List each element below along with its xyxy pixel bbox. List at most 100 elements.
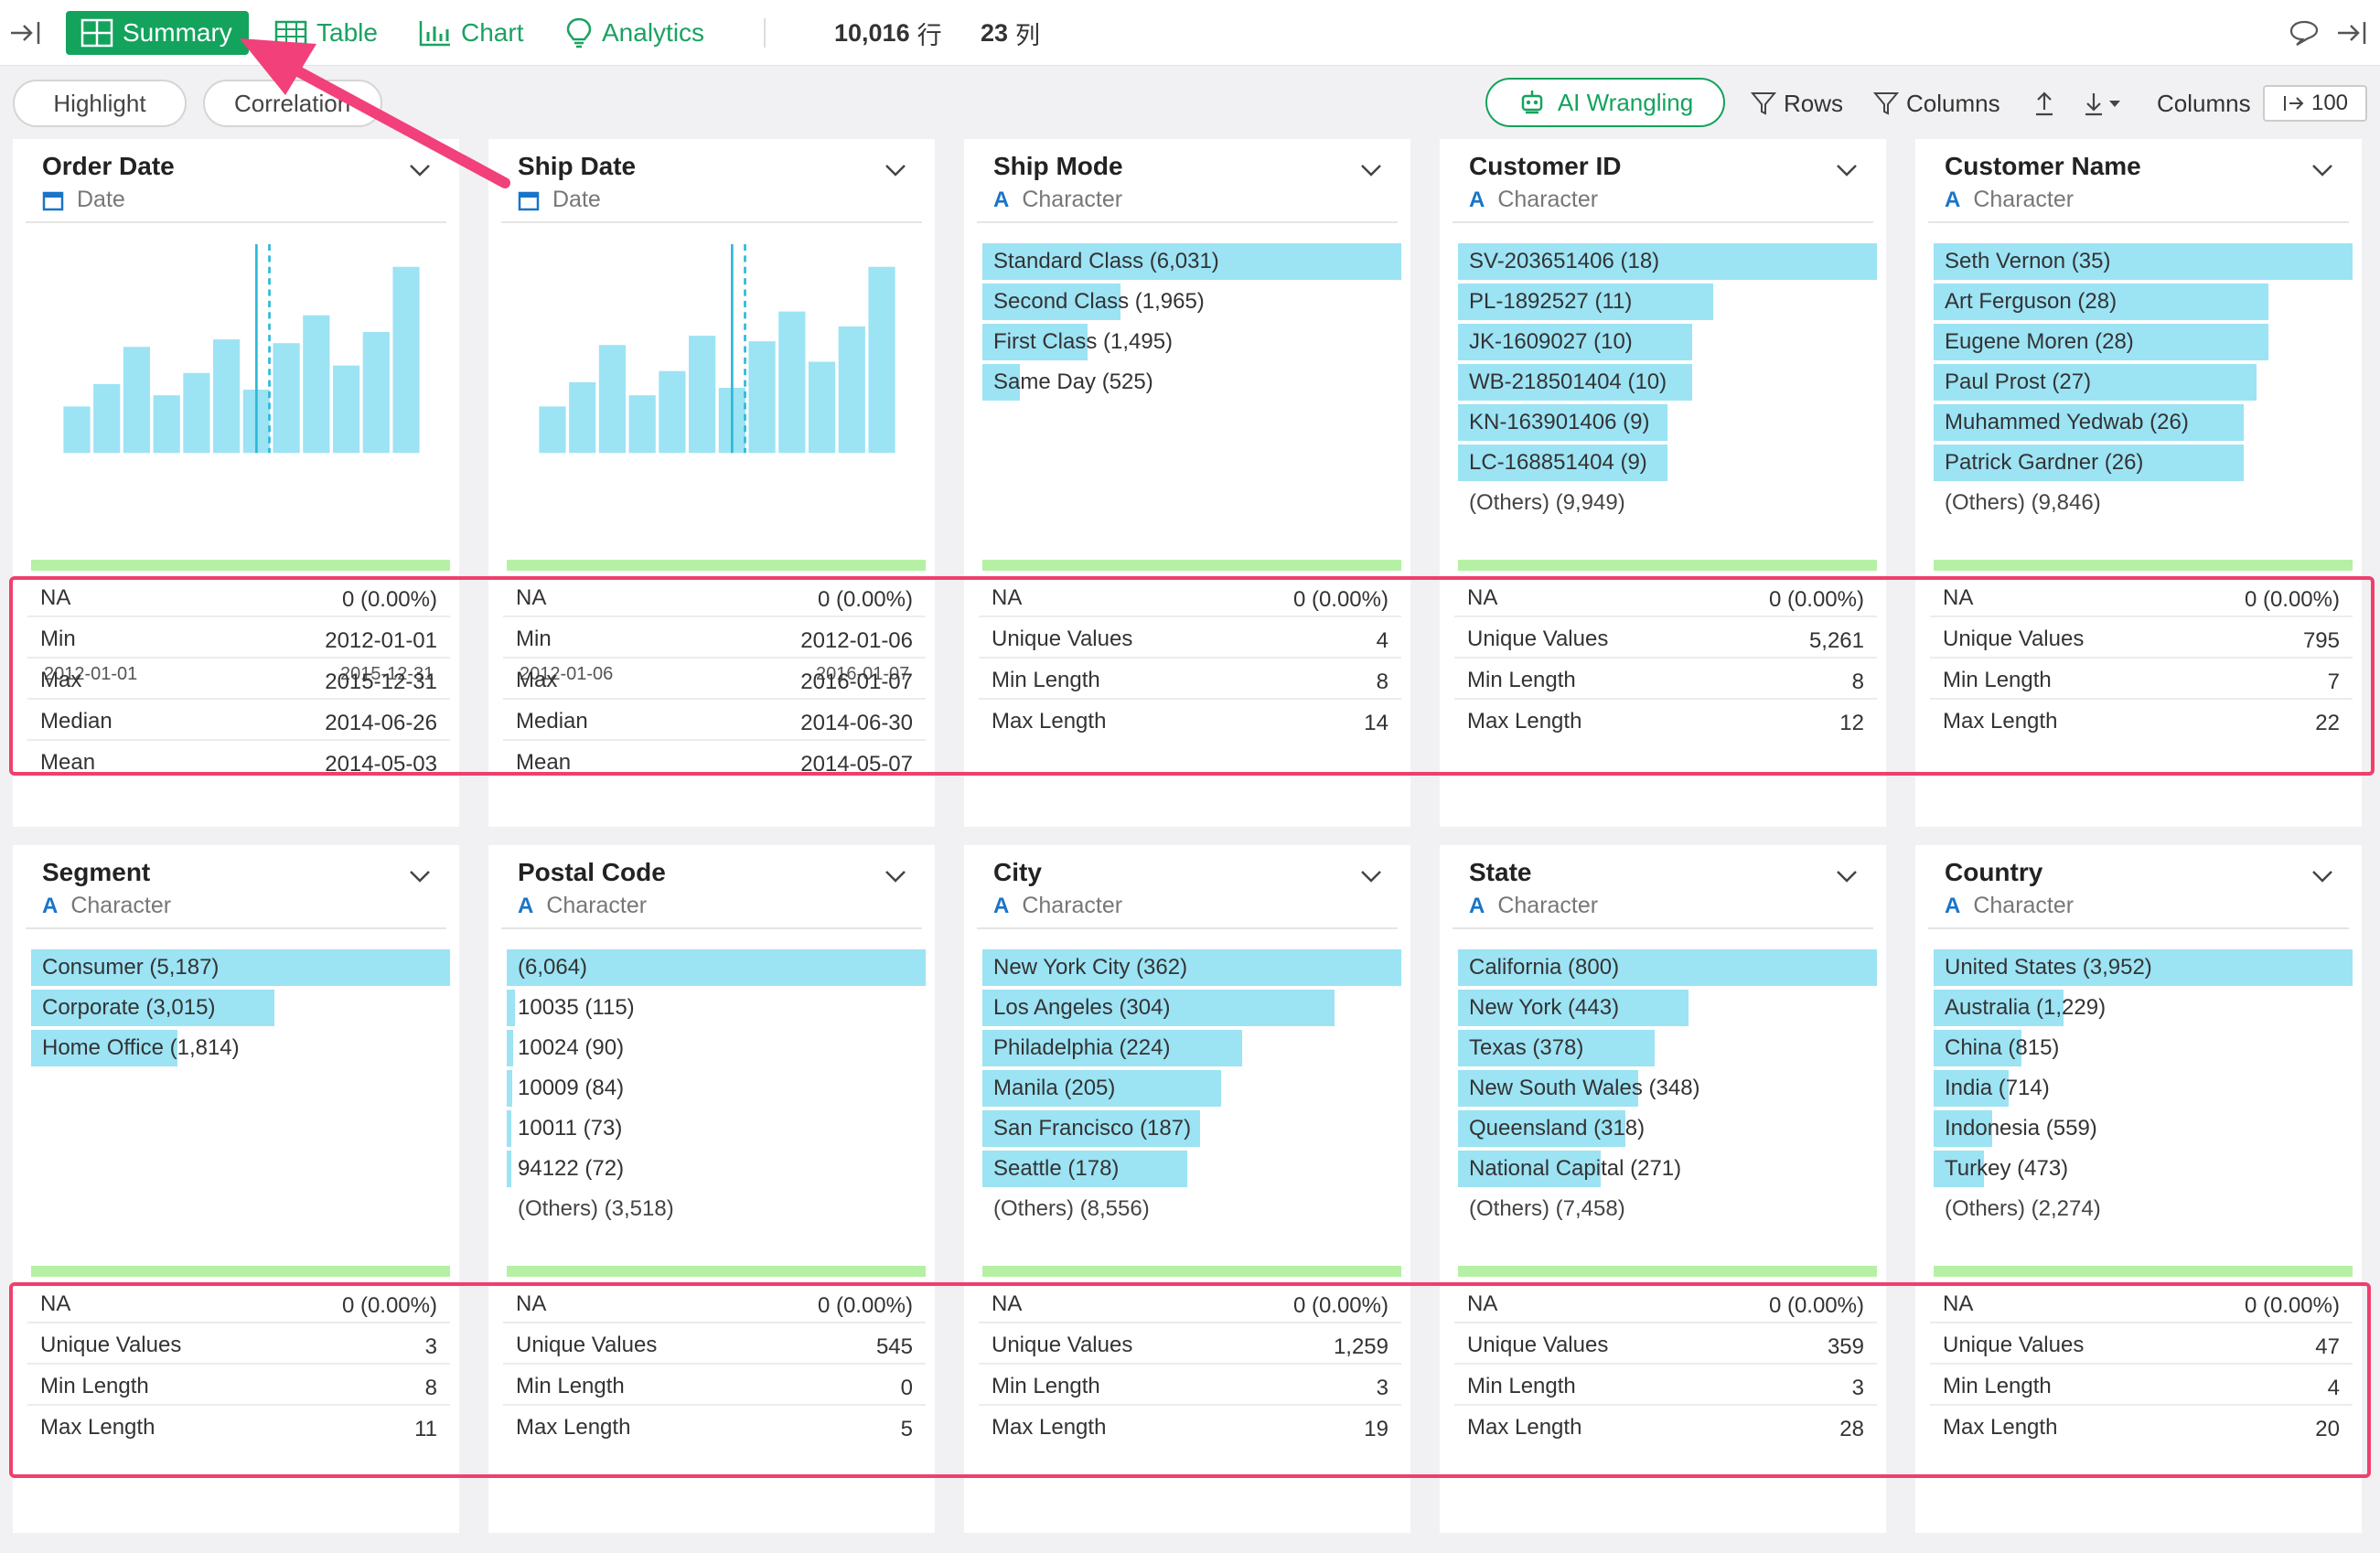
value-bar[interactable]: SV-203651406 (18) [1458,243,1877,280]
value-bar[interactable]: 10009 (84) [507,1070,926,1107]
histogram-bar[interactable] [598,345,627,454]
histogram-bar[interactable] [689,336,716,454]
download-icon[interactable] [2082,80,2135,127]
value-bar[interactable]: Turkey (473) [1934,1151,2353,1187]
value-bar[interactable]: India (714) [1934,1070,2353,1107]
tab-table[interactable]: Table [274,11,378,55]
card-header[interactable]: Customer Name A Character [1915,139,2362,221]
value-bar[interactable]: Philadelphia (224) [982,1030,1401,1066]
histogram-bar[interactable] [569,381,596,454]
value-bar[interactable]: Manila (205) [982,1070,1401,1107]
histogram-bar[interactable] [63,406,91,454]
upload-icon[interactable] [2032,80,2064,127]
chevron-down-icon[interactable] [1359,869,1383,888]
value-bar[interactable]: San Francisco (187) [982,1110,1401,1147]
value-bar[interactable]: JK-1609027 (10) [1458,324,1877,360]
value-bar[interactable]: WB-218501404 (10) [1458,364,1877,401]
rows-filter-button[interactable]: Rows [1751,80,1843,127]
correlation-button[interactable]: Correlation [203,80,382,127]
histogram-bar[interactable] [748,341,776,454]
histogram-bar[interactable] [93,383,121,454]
value-bar[interactable]: Second Class (1,965) [982,284,1401,320]
value-bar[interactable]: Eugene Moren (28) [1934,324,2353,360]
histogram-bar[interactable] [868,266,895,454]
card-header[interactable]: City A Character [964,845,1410,927]
histogram-bar[interactable] [183,372,210,454]
card-header[interactable]: State A Character [1440,845,1886,927]
date-histogram[interactable] [507,244,927,455]
chevron-down-icon[interactable] [884,869,907,888]
histogram-bar[interactable] [539,406,566,454]
value-bar[interactable]: 10011 (73) [507,1110,926,1147]
collapse-left-icon[interactable] [9,11,51,55]
value-bar[interactable]: Consumer (5,187) [31,949,450,986]
highlight-button[interactable]: Highlight [13,80,187,127]
value-bar[interactable]: United States (3,952) [1934,949,2353,986]
value-bar[interactable]: New York City (362) [982,949,1401,986]
value-bar[interactable]: Los Angeles (304) [982,990,1401,1026]
value-bar[interactable]: Same Day (525) [982,364,1401,401]
value-bar[interactable]: Seth Vernon (35) [1934,243,2353,280]
tab-chart[interactable]: Chart [419,11,523,55]
histogram-bar[interactable] [362,331,390,454]
chevron-down-icon[interactable] [2310,163,2334,182]
value-bar[interactable]: 10035 (115) [507,990,926,1026]
card-header[interactable]: Ship Mode A Character [964,139,1410,221]
value-bar[interactable]: 94122 (72) [507,1151,926,1187]
chevron-down-icon[interactable] [884,163,907,182]
value-bar[interactable]: KN-163901406 (9) [1458,404,1877,441]
value-bar[interactable]: Art Ferguson (28) [1934,284,2353,320]
value-bar[interactable]: Muhammed Yedwab (26) [1934,404,2353,441]
chevron-down-icon[interactable] [1835,869,1859,888]
columns-limit-input[interactable]: 100 [2263,85,2367,122]
histogram-bar[interactable] [778,311,806,454]
value-bar[interactable]: Corporate (3,015) [31,990,450,1026]
value-bar[interactable]: PL-1892527 (11) [1458,284,1877,320]
value-bar[interactable]: First Class (1,495) [982,324,1401,360]
value-bar[interactable]: Patrick Gardner (26) [1934,444,2353,481]
histogram-bar[interactable] [332,365,360,454]
tab-summary[interactable]: Summary [66,11,249,55]
value-bar[interactable]: Queensland (318) [1458,1110,1877,1147]
chevron-down-icon[interactable] [1835,163,1859,182]
value-bar[interactable]: New York (443) [1458,990,1877,1026]
ai-wrangling-button[interactable]: AI Wrangling [1485,78,1725,127]
histogram-bar[interactable] [273,343,300,454]
date-histogram[interactable] [31,244,452,455]
comment-icon[interactable] [2289,13,2320,53]
histogram-bar[interactable] [808,361,836,454]
chevron-down-icon[interactable] [408,163,432,182]
value-bar[interactable]: New South Wales (348) [1458,1070,1877,1107]
value-bar[interactable]: Standard Class (6,031) [982,243,1401,280]
value-bar[interactable]: China (815) [1934,1030,2353,1066]
histogram-bar[interactable] [392,266,420,454]
card-header[interactable]: Customer ID A Character [1440,139,1886,221]
histogram-bar[interactable] [303,315,330,454]
value-bar[interactable]: 10024 (90) [507,1030,926,1066]
histogram-bar[interactable] [628,395,656,454]
card-header[interactable]: Country A Character [1915,845,2362,927]
card-header[interactable]: Order Date Date [13,139,459,221]
card-header[interactable]: Ship Date Date [488,139,935,221]
columns-filter-button[interactable]: Columns [1873,80,2000,127]
value-bar[interactable]: Texas (378) [1458,1030,1877,1066]
value-bar[interactable]: Paul Prost (27) [1934,364,2353,401]
histogram-bar[interactable] [659,370,686,454]
value-bar[interactable]: National Capital (271) [1458,1151,1877,1187]
histogram-bar[interactable] [213,339,241,454]
histogram-bar[interactable] [123,347,151,454]
collapse-right-icon[interactable] [2334,13,2367,53]
value-bar[interactable]: LC-168851404 (9) [1458,444,1877,481]
value-bar[interactable]: Home Office (1,814) [31,1030,450,1066]
chevron-down-icon[interactable] [2310,869,2334,888]
chevron-down-icon[interactable] [1359,163,1383,182]
value-bar[interactable]: (6,064) [507,949,926,986]
card-header[interactable]: Postal Code A Character [488,845,935,927]
histogram-bar[interactable] [838,326,865,454]
value-bar[interactable]: Indonesia (559) [1934,1110,2353,1147]
value-bar[interactable]: California (800) [1458,949,1877,986]
value-bar[interactable]: Australia (1,229) [1934,990,2353,1026]
tab-analytics[interactable]: Analytics [565,11,704,55]
card-header[interactable]: Segment A Character [13,845,459,927]
chevron-down-icon[interactable] [408,869,432,888]
